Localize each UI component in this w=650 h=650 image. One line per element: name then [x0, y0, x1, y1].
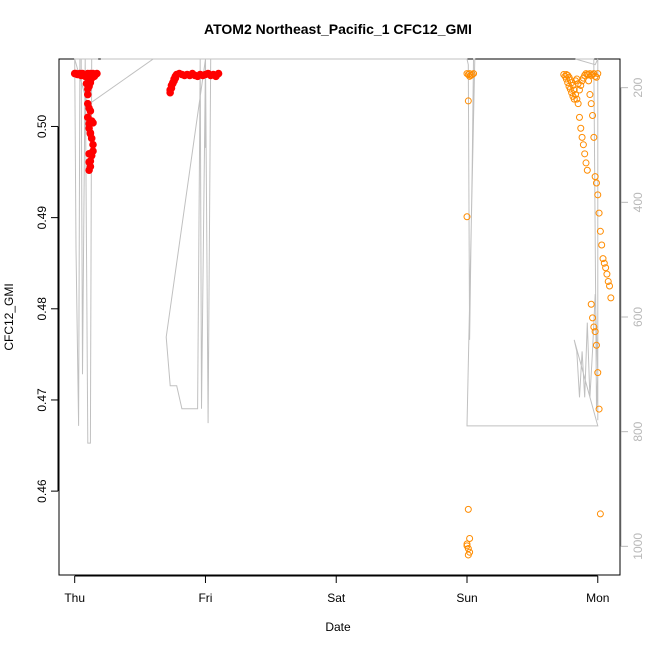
data-point: [171, 74, 180, 82]
x-tick-label: Mon: [586, 591, 609, 605]
data-point: [214, 69, 223, 78]
chart-title: ATOM2 Northeast_Pacific_1 CFC12_GMI: [204, 21, 472, 37]
data-point: [85, 104, 93, 113]
data-point: [463, 540, 471, 548]
data-point: [575, 86, 583, 94]
data-point: [573, 95, 581, 103]
data-point: [578, 133, 586, 141]
data-point: [594, 191, 602, 199]
right-tick-label: 800: [631, 421, 645, 441]
series-4: [585, 77, 615, 518]
x-axis-label: Date: [325, 620, 351, 634]
data-point: [463, 213, 471, 221]
data-point: [587, 100, 595, 108]
data-points-layer: [70, 69, 615, 559]
data-point: [85, 150, 93, 158]
data-point: [86, 129, 95, 138]
y-axis-label: CFC12_GMI: [2, 283, 16, 350]
series-3: [560, 70, 602, 174]
series-2: [463, 70, 478, 559]
x-axis: Thu Fri Sat Sun Mon: [64, 575, 609, 605]
data-point: [603, 270, 611, 278]
x-tick-label: Sun: [456, 591, 477, 605]
y-tick-label: 0.46: [35, 479, 49, 503]
y-tick-label: 0.49: [35, 206, 49, 230]
data-point: [574, 100, 582, 108]
data-point: [607, 294, 615, 302]
data-point: [592, 179, 600, 187]
x-tick-label: Fri: [198, 591, 212, 605]
data-point: [602, 264, 610, 272]
x-tick-label: Sat: [327, 591, 346, 605]
data-point: [595, 209, 603, 217]
altitude-trace-layer: [74, 58, 599, 444]
y-tick-label: 0.48: [35, 297, 49, 321]
data-point: [590, 323, 598, 331]
data-point: [583, 166, 591, 174]
data-point: [85, 158, 93, 166]
data-point: [575, 113, 583, 121]
altitude-trace-line: [74, 58, 599, 444]
right-tick-label: 200: [631, 77, 645, 97]
data-point: [572, 91, 580, 99]
data-point: [596, 227, 604, 235]
right-axis: 200 400 600 800 1000: [620, 77, 645, 560]
data-point: [591, 328, 599, 336]
data-point: [463, 542, 471, 550]
data-point: [592, 73, 600, 81]
data-point: [93, 69, 101, 78]
data-point: [592, 341, 600, 349]
series-0: [70, 69, 101, 175]
data-point: [577, 124, 585, 132]
data-point: [89, 119, 97, 127]
y-tick-label: 0.47: [35, 388, 49, 412]
data-point: [585, 77, 593, 85]
data-point: [604, 277, 612, 285]
data-point: [589, 112, 597, 120]
data-point: [581, 150, 589, 158]
plot-area-frame: [58, 58, 621, 576]
data-point: [464, 97, 472, 105]
right-tick-label: 1000: [631, 533, 645, 560]
data-point: [594, 70, 602, 78]
y-tick-label: 0.50: [35, 114, 49, 138]
data-point: [595, 405, 603, 413]
right-tick-label: 400: [631, 192, 645, 212]
data-point: [606, 282, 614, 290]
data-point: [587, 300, 595, 308]
data-point: [591, 173, 599, 181]
x-tick-label: Thu: [64, 591, 85, 605]
data-point: [586, 91, 594, 99]
data-point: [599, 255, 607, 263]
right-tick-label: 600: [631, 307, 645, 327]
data-point: [464, 505, 472, 513]
data-point: [570, 95, 578, 103]
data-point: [589, 314, 597, 322]
data-point: [85, 76, 93, 84]
y-axis: 0.46 0.47 0.48 0.49 0.50: [35, 114, 59, 503]
data-point: [89, 140, 97, 149]
data-point: [85, 166, 93, 175]
data-point: [466, 535, 474, 543]
data-point: [466, 72, 474, 80]
series-1: [166, 69, 223, 97]
data-point: [579, 141, 587, 149]
data-point: [594, 369, 602, 377]
data-point: [590, 133, 598, 141]
data-point: [570, 86, 578, 94]
data-point: [464, 551, 472, 559]
data-point: [598, 241, 606, 249]
data-point: [600, 259, 608, 267]
data-point: [596, 510, 604, 518]
data-point: [582, 159, 590, 167]
data-point: [577, 81, 585, 89]
data-point: [569, 81, 577, 89]
